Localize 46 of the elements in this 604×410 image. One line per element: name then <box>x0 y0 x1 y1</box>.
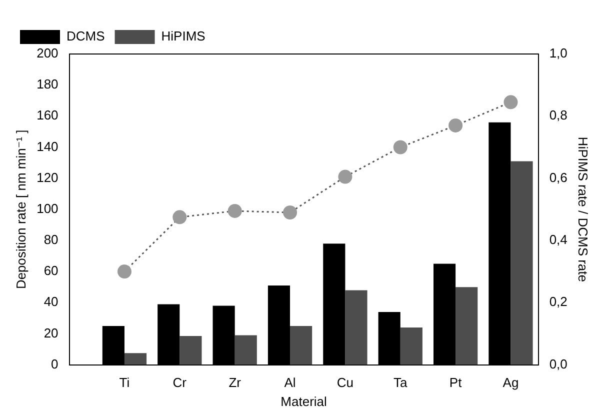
point <box>338 170 352 184</box>
y-axis-title: Deposition rate [ nm min⁻¹ ] <box>13 130 28 290</box>
y2-tick-label: 0,2 <box>549 294 568 310</box>
bar <box>510 161 533 365</box>
x-axis-title: Material <box>280 394 328 409</box>
y-tick-label: 140 <box>36 138 58 154</box>
point <box>504 95 518 110</box>
y-tick-label: 0 <box>51 356 58 372</box>
bar <box>290 326 312 365</box>
x-tick-label: Cr <box>172 375 188 390</box>
y-tick-label: 120 <box>36 170 58 185</box>
legend-label: HiPIMS <box>161 28 206 44</box>
x-tick-label: Zr <box>228 375 242 390</box>
point <box>117 264 132 279</box>
y-tick-label: 80 <box>44 232 58 248</box>
x-tick-label: Ta <box>394 375 408 390</box>
point <box>228 204 242 218</box>
y2-tick-label: 1,0 <box>549 46 568 61</box>
y-tick-label: 40 <box>44 294 58 310</box>
y-tick-label: 100 <box>36 200 58 216</box>
bar <box>124 353 147 365</box>
x-tick-label: Al <box>284 375 296 390</box>
y-tick-label: 60 <box>44 263 58 278</box>
x-tick-label: Ti <box>119 375 130 390</box>
y-tick-label: 180 <box>36 76 58 92</box>
y2-tick-label: 0,8 <box>549 108 568 123</box>
x-tick-label: Ag <box>502 375 519 390</box>
y2-tick-label: 0,0 <box>549 356 568 372</box>
y2-axis-title: HiPIMS rate / DCMS rate <box>576 136 591 282</box>
y-tick-label: 160 <box>36 108 58 123</box>
x-tick-label: Cu <box>336 375 354 390</box>
bar <box>180 336 202 365</box>
y-tick-label: 200 <box>36 46 58 61</box>
bar <box>400 328 422 365</box>
point <box>172 210 187 224</box>
point <box>283 206 298 220</box>
bar <box>234 335 257 365</box>
point <box>448 118 463 132</box>
legend-label: DCMS <box>66 28 106 44</box>
x-tick-label: Pt <box>449 375 462 390</box>
point <box>393 140 408 154</box>
bar <box>345 290 368 365</box>
y2-tick-label: 0,6 <box>549 170 568 185</box>
y2-tick-label: 0,4 <box>549 232 568 248</box>
bar <box>456 287 478 365</box>
y-tick-label: 20 <box>44 325 58 340</box>
